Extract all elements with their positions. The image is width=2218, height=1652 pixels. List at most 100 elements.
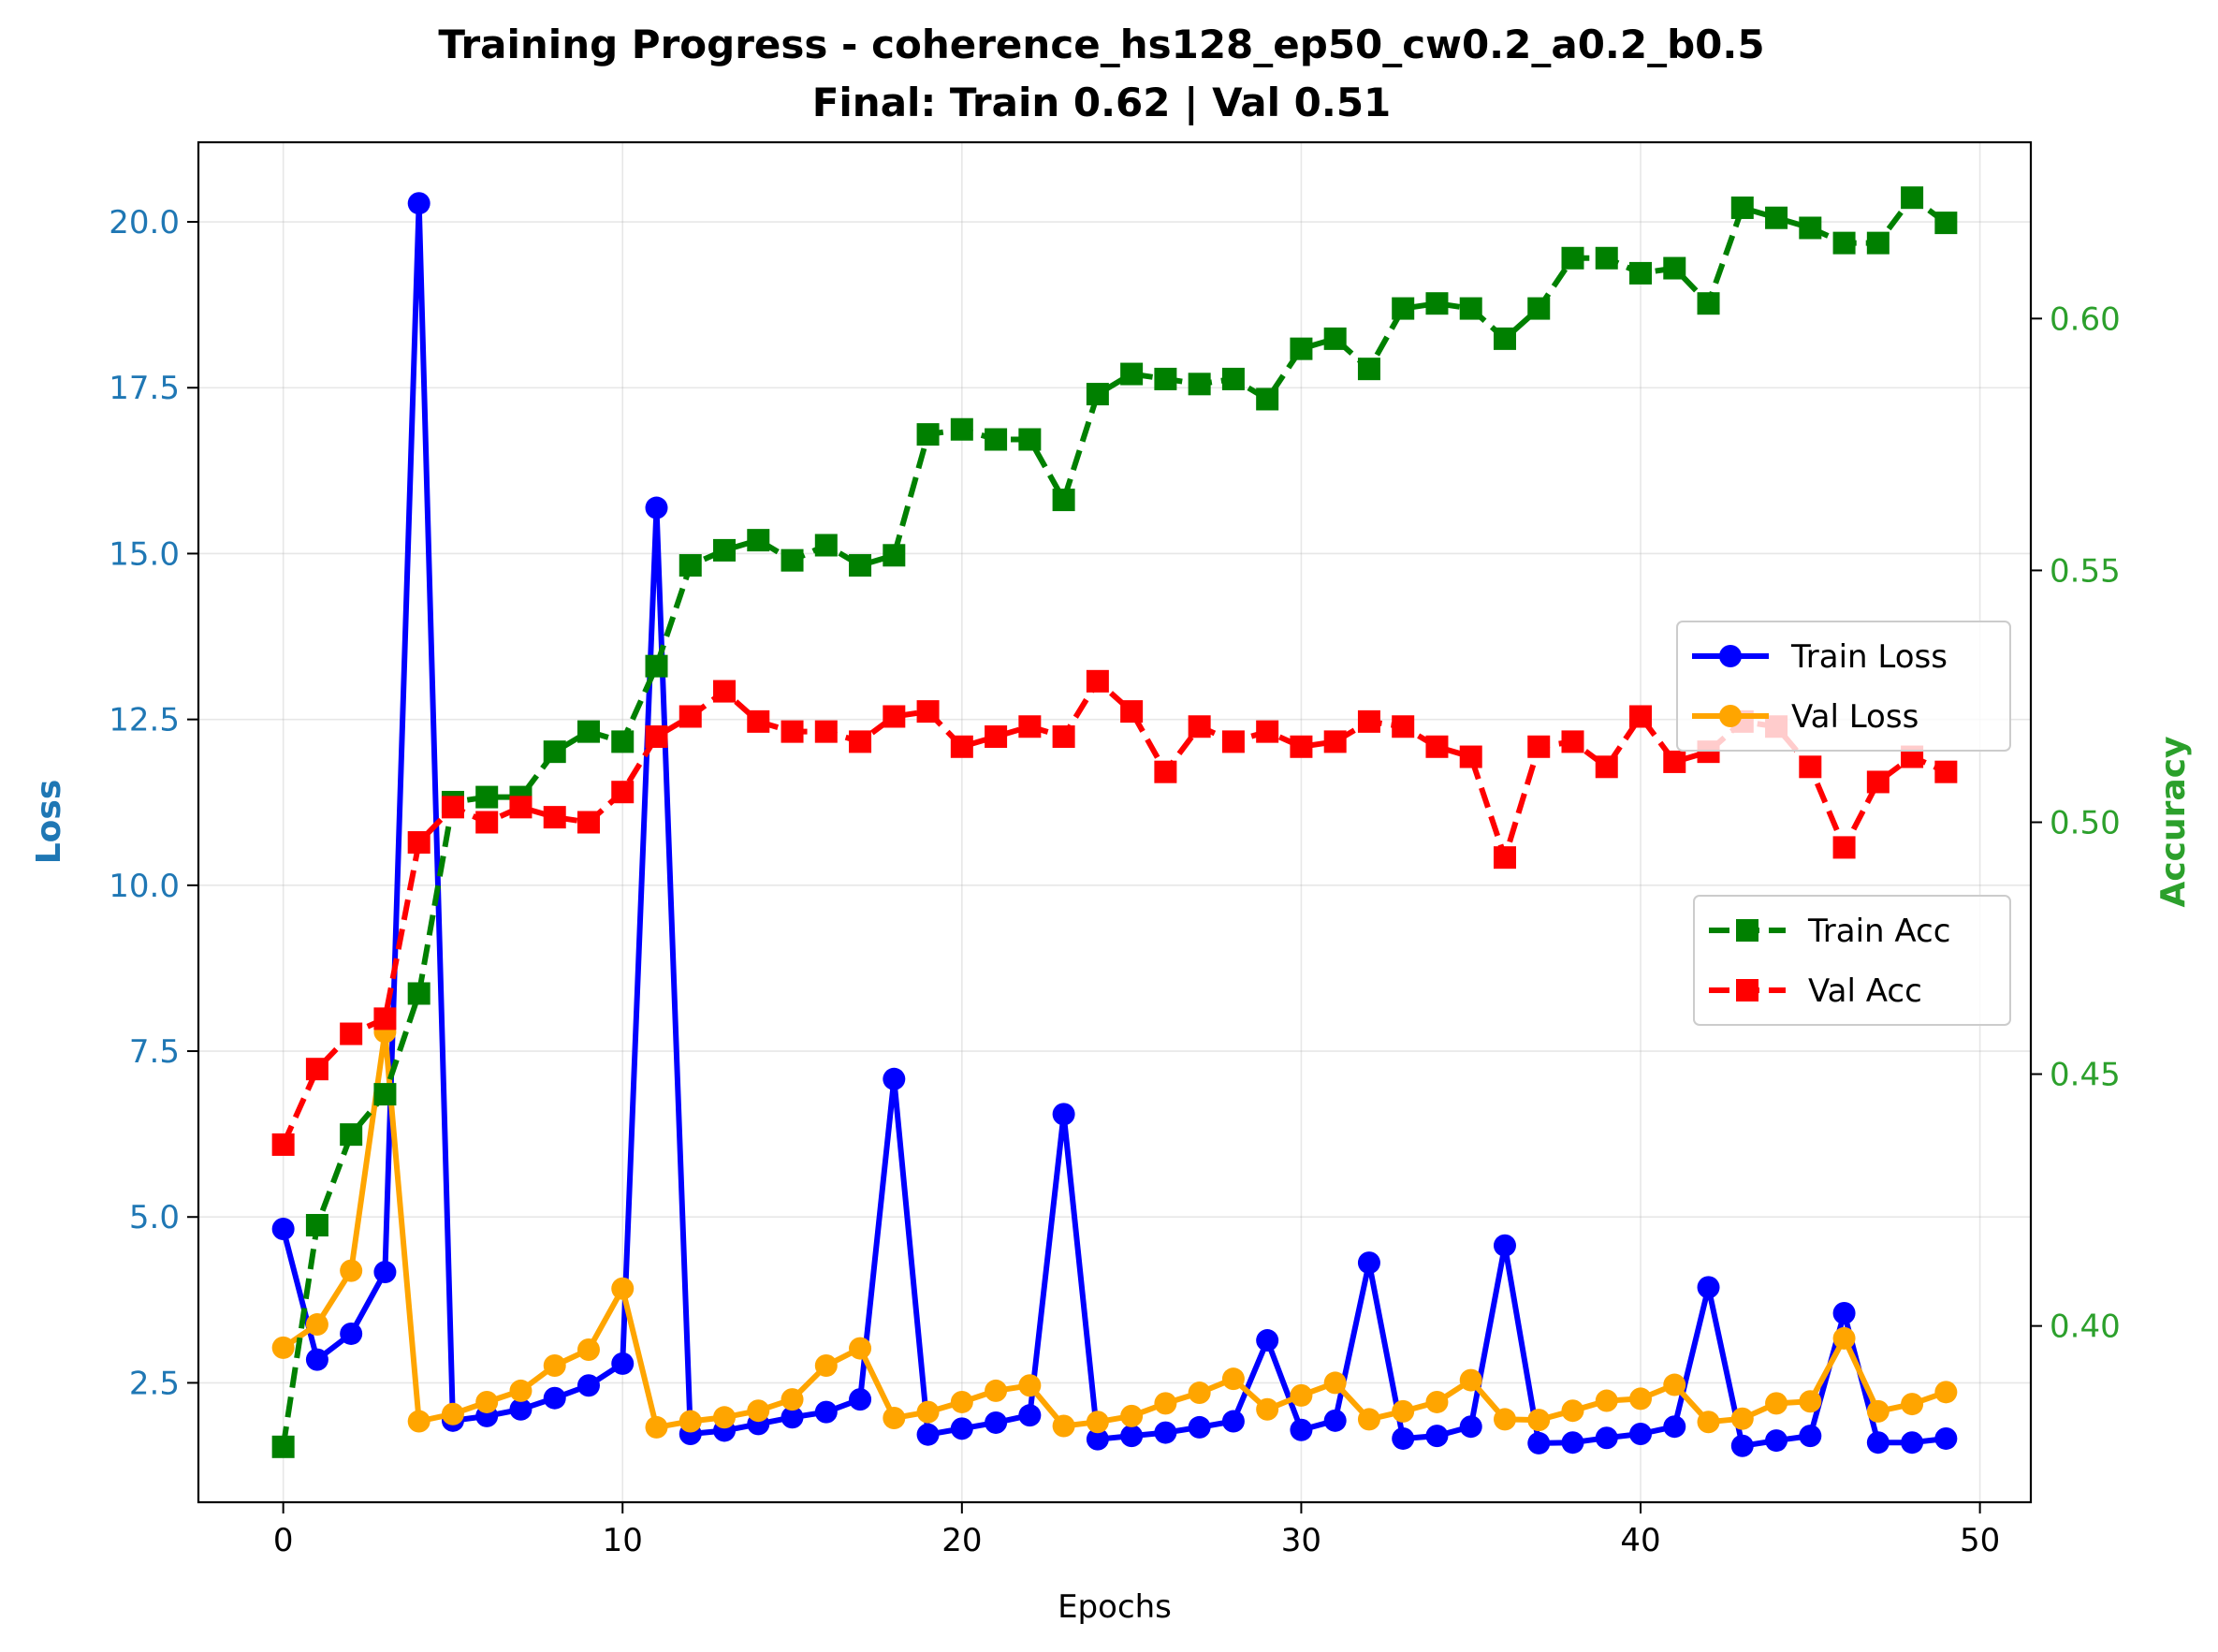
data-point-val-loss	[713, 1406, 737, 1429]
data-point-train-loss	[1425, 1425, 1449, 1448]
legend-swatch-marker	[1719, 705, 1742, 727]
x-tick-label: 40	[1620, 1522, 1660, 1559]
data-point-val-loss	[1730, 1407, 1754, 1430]
series-val-acc	[271, 669, 1958, 1156]
y-right-tick-label: 0.50	[2050, 805, 2121, 842]
data-point-val-acc	[883, 705, 906, 728]
legend-entry-label: Train Acc	[1807, 913, 1950, 950]
data-point-train-acc	[645, 654, 668, 678]
data-point-val-loss	[340, 1259, 363, 1282]
x-tick-label: 30	[1281, 1522, 1321, 1559]
legend-loss: Train Loss Val Loss	[1676, 621, 2011, 752]
data-point-val-acc	[747, 709, 770, 733]
data-point-train-acc	[1120, 362, 1144, 386]
data-point-train-loss	[1765, 1429, 1788, 1453]
data-point-val-acc	[1663, 750, 1686, 773]
data-point-train-acc	[883, 544, 906, 567]
data-point-val-acc	[950, 735, 973, 758]
data-point-val-acc	[1392, 715, 1415, 738]
data-point-train-loss	[1561, 1431, 1584, 1455]
legend-swatch-marker	[1719, 645, 1742, 667]
series-train-acc	[271, 186, 1958, 1458]
data-point-val-acc	[1018, 715, 1042, 738]
legend-accuracy: Train Acc Val Acc	[1693, 895, 2011, 1026]
data-point-train-acc	[340, 1123, 363, 1147]
data-point-val-acc	[1866, 770, 1890, 794]
y-right-tick-label: 0.55	[2050, 552, 2121, 590]
data-point-val-acc	[1323, 730, 1347, 753]
legend-swatch-marker	[1736, 979, 1758, 1001]
data-point-val-acc	[781, 720, 804, 743]
data-point-val-loss	[849, 1337, 872, 1360]
data-point-val-loss	[576, 1338, 600, 1361]
data-point-val-acc	[271, 1133, 295, 1156]
data-point-train-loss	[1392, 1426, 1415, 1450]
data-point-train-loss	[985, 1411, 1008, 1434]
y-right-tick-label: 0.45	[2050, 1057, 2121, 1094]
data-point-val-loss	[1018, 1374, 1042, 1397]
data-point-val-acc	[1052, 725, 1075, 749]
data-point-train-loss	[1459, 1415, 1482, 1439]
data-point-train-loss	[407, 192, 430, 215]
data-point-train-loss	[1086, 1427, 1109, 1451]
data-point-val-loss	[509, 1379, 533, 1402]
data-point-val-loss	[1493, 1408, 1516, 1431]
data-point-train-acc	[916, 423, 940, 446]
data-point-train-acc	[1765, 206, 1788, 229]
legend-entry-label: Train Loss	[1790, 638, 1948, 676]
y-axis-left-label: Loss	[30, 780, 68, 865]
y-left-tick-label: 7.5	[129, 1033, 180, 1071]
y-left-tick-label: 17.5	[109, 370, 180, 407]
data-point-val-acc	[1799, 755, 1822, 779]
data-point-train-loss	[1934, 1426, 1958, 1450]
grid-lines	[198, 142, 2031, 1502]
data-point-val-loss	[985, 1379, 1008, 1402]
data-point-val-loss	[407, 1410, 430, 1433]
data-point-val-loss	[441, 1402, 464, 1425]
data-point-val-acc	[576, 811, 600, 834]
data-point-val-loss	[1120, 1404, 1144, 1427]
data-point-train-loss	[271, 1217, 295, 1240]
data-point-val-loss	[1188, 1382, 1211, 1405]
data-point-train-loss	[1697, 1276, 1720, 1299]
data-point-train-acc	[1730, 196, 1754, 219]
data-point-val-loss	[747, 1399, 770, 1423]
data-point-val-loss	[1561, 1399, 1584, 1423]
data-point-train-loss	[1188, 1415, 1211, 1439]
data-point-train-loss	[1629, 1422, 1653, 1445]
data-point-train-acc	[475, 785, 499, 809]
data-point-val-acc	[713, 680, 737, 703]
data-point-val-loss	[1154, 1392, 1177, 1415]
data-point-train-acc	[1425, 292, 1449, 315]
data-point-train-acc	[1663, 256, 1686, 280]
data-point-train-acc	[1832, 231, 1856, 255]
data-point-val-loss	[305, 1313, 328, 1337]
y-left-tick-label: 15.0	[109, 535, 180, 573]
data-point-val-loss	[1052, 1414, 1075, 1438]
data-point-train-loss	[1120, 1425, 1144, 1448]
data-point-train-loss	[1901, 1431, 1924, 1455]
data-point-val-loss	[1221, 1367, 1245, 1391]
data-point-val-acc	[475, 811, 499, 834]
data-point-val-acc	[305, 1058, 328, 1081]
data-point-train-loss	[543, 1386, 566, 1410]
x-tick-label: 0	[273, 1522, 294, 1559]
data-point-train-loss	[1832, 1301, 1856, 1324]
data-point-val-acc	[1425, 735, 1449, 758]
data-point-train-acc	[305, 1214, 328, 1237]
data-point-train-loss	[883, 1067, 906, 1090]
data-point-val-acc	[814, 720, 838, 743]
data-point-train-loss	[1323, 1409, 1347, 1432]
data-point-val-acc	[1154, 760, 1177, 783]
data-point-val-loss	[1357, 1408, 1380, 1431]
data-point-val-loss	[1459, 1368, 1482, 1392]
data-point-val-acc	[849, 730, 872, 753]
x-tick-label: 20	[941, 1522, 982, 1559]
y-right-tick-label: 0.40	[2050, 1308, 2121, 1346]
data-point-train-loss	[849, 1388, 872, 1411]
series-layer	[271, 186, 1958, 1458]
data-point-train-loss	[1052, 1103, 1075, 1126]
x-tick-label: 50	[1960, 1522, 2000, 1559]
data-point-val-loss	[1934, 1381, 1958, 1404]
